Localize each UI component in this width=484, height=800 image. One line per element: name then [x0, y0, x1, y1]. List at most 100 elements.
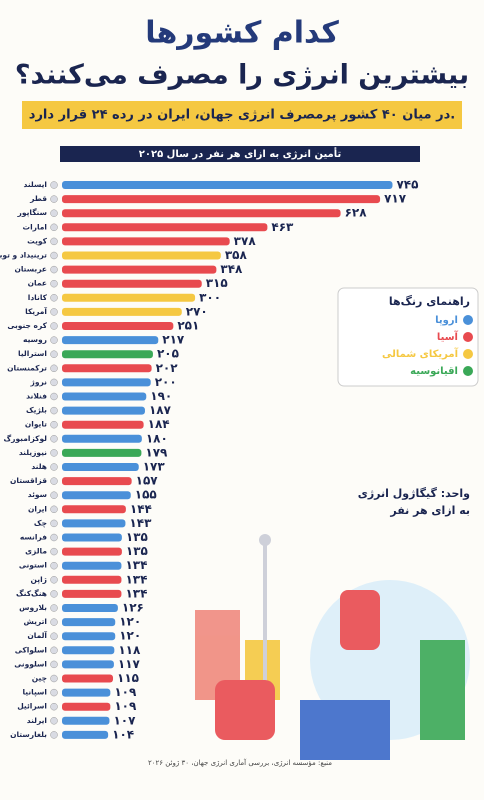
value-label: ۲۰۰ [155, 375, 177, 389]
country-label: آلمان [27, 630, 47, 640]
bar [62, 420, 144, 429]
country-label: لوکزامبورگ [3, 433, 47, 443]
bar [62, 688, 111, 697]
legend-title: راهنمای رنگ‌ها [389, 294, 470, 308]
flag [50, 435, 58, 443]
value-label: ۱۷۹ [145, 445, 168, 459]
bar [62, 547, 122, 556]
value-label: ۳۰۰ [199, 290, 221, 304]
value-label: ۷۴۵ [396, 178, 418, 192]
country-label: بلژیک [26, 406, 47, 415]
bar [62, 293, 196, 302]
value-label: ۶۲۸ [345, 206, 368, 220]
country-label: کره جنوبی [7, 321, 47, 330]
bar [62, 448, 142, 457]
country-label: نیوزیلند [19, 448, 47, 457]
bar [62, 646, 115, 655]
flag [50, 223, 58, 232]
value-label: ۱۷۳ [143, 460, 166, 474]
country-label: عربستان [14, 265, 47, 274]
bar [62, 350, 153, 359]
banner-bg [22, 101, 462, 129]
country-label: اسلوونی [14, 659, 47, 668]
flag [50, 646, 58, 655]
bar [62, 364, 152, 373]
bar [62, 702, 111, 711]
value-label: ۲۷۰ [186, 304, 208, 318]
unit: واحد: گیگاژول انرژی [358, 487, 470, 500]
banner: در میان ۴۰ کشور پرمصرف انرژی جهان، ایران… [29, 108, 455, 123]
flag [50, 533, 58, 542]
value-label: ۱۰۷ [113, 713, 136, 727]
value-label: ۱۹۰ [150, 389, 172, 403]
bar [62, 632, 116, 641]
subtitle: بیشترین انرژی را مصرف می‌کنند؟ [15, 60, 469, 91]
value-label: ۱۱۵ [117, 671, 139, 685]
flag [50, 322, 58, 330]
legend-swatch [463, 349, 473, 359]
flag [50, 477, 58, 485]
value-label: ۱۸۷ [149, 403, 172, 417]
value-label: ۴۶۳ [271, 220, 294, 234]
flag [50, 576, 58, 584]
legend-label: اقیانوسیه [410, 366, 458, 377]
flag [50, 364, 58, 373]
flag [50, 279, 58, 288]
value-label: ۱۵۵ [135, 488, 157, 502]
bar [62, 307, 182, 316]
bar [62, 618, 116, 627]
title: کدام کشورها [145, 16, 339, 51]
flag [50, 717, 58, 725]
country-label: سنگاپور [17, 208, 47, 217]
flag [50, 660, 58, 669]
flag [50, 491, 58, 499]
flag [50, 209, 58, 217]
bar [62, 209, 341, 218]
country-label: چک [34, 518, 47, 527]
bar [62, 505, 126, 514]
flag [50, 392, 58, 401]
flag [50, 449, 58, 457]
legend-label: اروپا [435, 315, 458, 326]
value-label: ۱۳۴ [125, 558, 147, 572]
country-label: نروژ [30, 377, 48, 386]
bar [62, 519, 126, 528]
country-label: استونی [19, 561, 47, 570]
country-label: آمریکا [25, 306, 47, 316]
value-label: ۲۱۷ [162, 333, 185, 347]
value-label: ۳۴۸ [220, 262, 243, 276]
legend-swatch [463, 366, 473, 376]
country-label: اسرائیل [17, 702, 47, 711]
value-label: ۱۳۵ [126, 530, 148, 544]
flag [50, 604, 58, 612]
value-label: ۲۰۵ [157, 347, 179, 361]
country-label: هلند [31, 462, 47, 471]
flag [50, 731, 58, 739]
value-label: ۱۱۷ [118, 657, 141, 671]
country-label: تایوان [25, 420, 47, 429]
bar [62, 730, 109, 739]
flag [50, 463, 58, 471]
value-label: ۱۰۹ [114, 699, 137, 713]
value-label: ۱۸۰ [146, 431, 168, 445]
country-label: بلاروس [19, 603, 47, 612]
bar [62, 336, 159, 345]
chart-title: تأمین انرژی به ازای هر نفر در سال ۲۰۲۵ [139, 147, 342, 160]
flag [50, 519, 58, 528]
flag [50, 378, 58, 387]
flag [50, 618, 58, 626]
bar [62, 392, 147, 401]
flag [50, 406, 58, 415]
country-label: اسلواکی [15, 645, 47, 654]
flag [50, 265, 58, 274]
country-label: اسپانیا [22, 688, 47, 697]
bar [62, 575, 122, 584]
value-label: ۳۵۸ [225, 248, 248, 262]
flag [50, 195, 58, 203]
value-label: ۱۸۴ [148, 417, 170, 431]
bar [62, 463, 139, 471]
country-label: ترکمنستان [7, 363, 47, 372]
bar [62, 265, 217, 274]
flag [50, 308, 58, 316]
